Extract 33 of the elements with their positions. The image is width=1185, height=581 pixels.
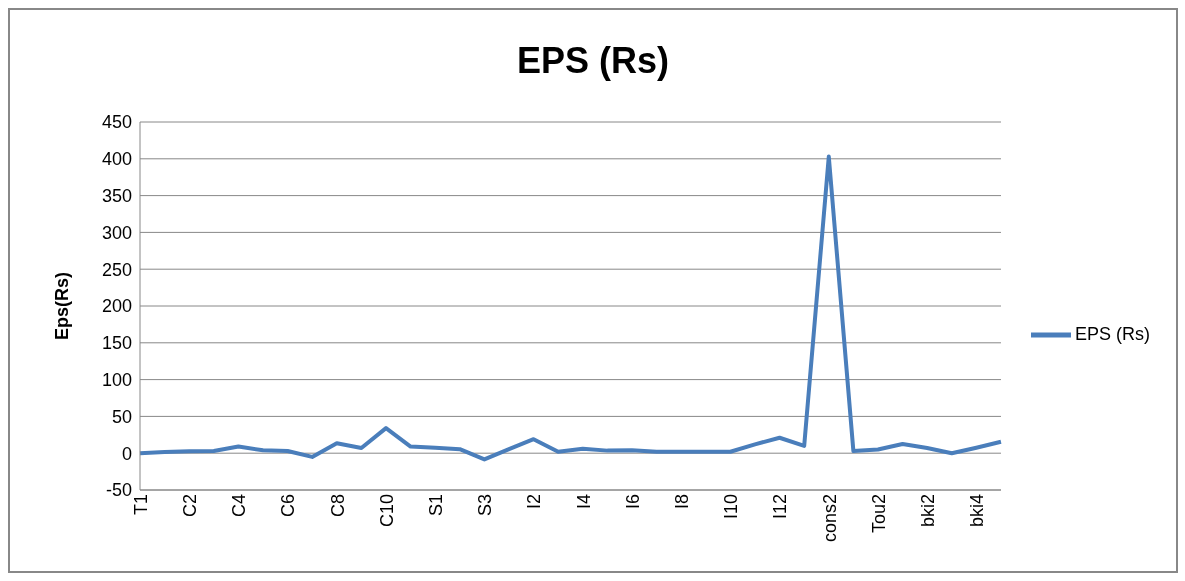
y-tick-label: 200 (101, 296, 132, 317)
x-tick-label: S1 (425, 494, 446, 517)
x-tick-label: I6 (622, 494, 643, 510)
x-tick-label: S3 (475, 494, 496, 517)
x-tick-label: I10 (721, 494, 742, 520)
x-tick-label: C2 (179, 494, 200, 518)
y-tick-label: -50 (105, 480, 132, 501)
x-tick-label: Tou2 (868, 494, 889, 534)
y-tick-label: 100 (101, 369, 132, 390)
x-tick-label: I2 (524, 494, 545, 510)
legend-label: EPS (Rs) (1074, 323, 1150, 344)
y-tick-label: 150 (101, 333, 132, 354)
x-tick-label: bki2 (917, 494, 938, 528)
x-tick-label: cons2 (819, 494, 840, 543)
y-tick-label: 0 (121, 443, 132, 464)
x-tick-label: I12 (770, 494, 791, 520)
y-tick-label: 400 (101, 149, 132, 170)
y-tick-label: 250 (101, 259, 132, 280)
y-tick-label: 350 (101, 185, 132, 206)
y-tick-label: 450 (101, 112, 132, 133)
y-tick-label: 50 (111, 406, 132, 427)
x-tick-label: C8 (327, 494, 348, 518)
chart-title: EPS (Rs) (515, 40, 670, 83)
y-axis-title: Eps(Rs) (52, 271, 73, 341)
x-tick-label: I4 (573, 494, 594, 510)
y-tick-label: 300 (101, 222, 132, 243)
x-tick-label: I8 (671, 494, 692, 510)
line-series (138, 154, 1003, 462)
x-tick-label: C6 (278, 494, 299, 518)
x-tick-label: C4 (229, 494, 250, 518)
x-tick-label: T1 (130, 494, 151, 516)
x-tick-label: bki4 (967, 494, 988, 528)
x-tick-label: C10 (376, 494, 397, 528)
